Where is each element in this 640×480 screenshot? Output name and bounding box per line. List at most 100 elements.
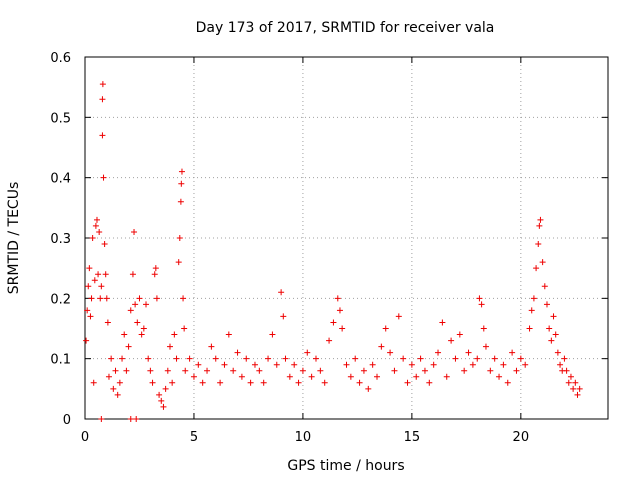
data-point [500,361,507,368]
data-point [539,259,546,266]
data-point [430,361,437,368]
data-point [530,295,537,302]
data-point [208,343,215,350]
data-point [151,271,158,278]
y-tick-label: 0.1 [50,353,71,368]
data-point [143,301,150,308]
data-point [90,379,97,386]
data-point [164,367,171,374]
data-point [103,295,110,302]
data-point [88,295,95,302]
data-point [546,325,553,332]
data-point [552,331,559,338]
data-point [247,379,254,386]
x-tick-label: 15 [404,430,421,445]
data-point [448,337,455,344]
data-point [308,373,315,380]
data-point [199,379,206,386]
data-point [156,391,163,398]
data-point [182,367,189,374]
data-point [543,301,550,308]
data-point [138,331,145,338]
data-point [517,355,524,362]
data-point [295,379,302,386]
data-point [282,355,289,362]
data-point [535,241,542,248]
data-point [92,222,99,229]
data-point [108,355,115,362]
grid [85,57,608,419]
data-point [352,355,359,362]
data-point [504,379,511,386]
x-axis-label: GPS time / hours [287,458,404,474]
data-point [175,259,182,266]
data-point [554,349,561,356]
data-point [221,361,228,368]
data-point [557,361,564,368]
data-point [99,96,106,103]
data-point [83,337,90,344]
data-point [131,228,138,235]
data-point [129,271,136,278]
data-point [230,367,237,374]
data-point [456,331,463,338]
data-point [86,265,93,272]
data-point [574,391,581,398]
data-point [127,307,134,314]
chart-title: Day 173 of 2017, SRMTID for receiver val… [196,20,495,36]
data-point [317,367,324,374]
data-point [326,337,333,344]
data-point [116,379,123,386]
data-point [127,416,134,422]
data-point [125,343,132,350]
data-point [212,355,219,362]
data-point [204,367,211,374]
data-point [173,355,180,362]
data-point [99,81,106,88]
data-point [238,373,245,380]
data-point [121,331,128,338]
data-point [132,301,139,308]
data-point [522,361,529,368]
data-point [496,373,503,380]
data-point [482,343,489,350]
data-point [280,313,287,320]
y-tick-label: 0.5 [50,111,71,126]
x-tick-label: 20 [513,430,530,445]
data-point [269,331,276,338]
y-tick-label: 0.3 [50,232,71,247]
data-point [299,367,306,374]
data-point [572,379,579,386]
y-tick-label: 0 [63,413,71,428]
data-point [133,416,140,422]
data-point [563,367,570,374]
data-point [171,331,178,338]
data-point [480,325,487,332]
data-point [491,355,498,362]
data-point [360,367,367,374]
data-point [382,325,389,332]
data-point [134,319,141,326]
data-point [541,283,548,290]
data-point [395,313,402,320]
data-point [100,174,107,181]
data-point [110,385,117,392]
data-point [334,295,341,302]
data-point [98,283,105,290]
data-point [93,216,100,223]
data-point [465,349,472,356]
data-point [176,235,183,241]
data-point [112,367,119,374]
data-point [421,367,428,374]
data-point [84,307,91,314]
data-point [509,349,516,356]
data-point [169,379,176,386]
data-point [190,373,197,380]
data-point [443,373,450,380]
data-point [365,385,372,392]
plot-frame [84,56,609,420]
data-point [439,319,446,326]
data-point [102,271,109,278]
data-point [548,337,555,344]
